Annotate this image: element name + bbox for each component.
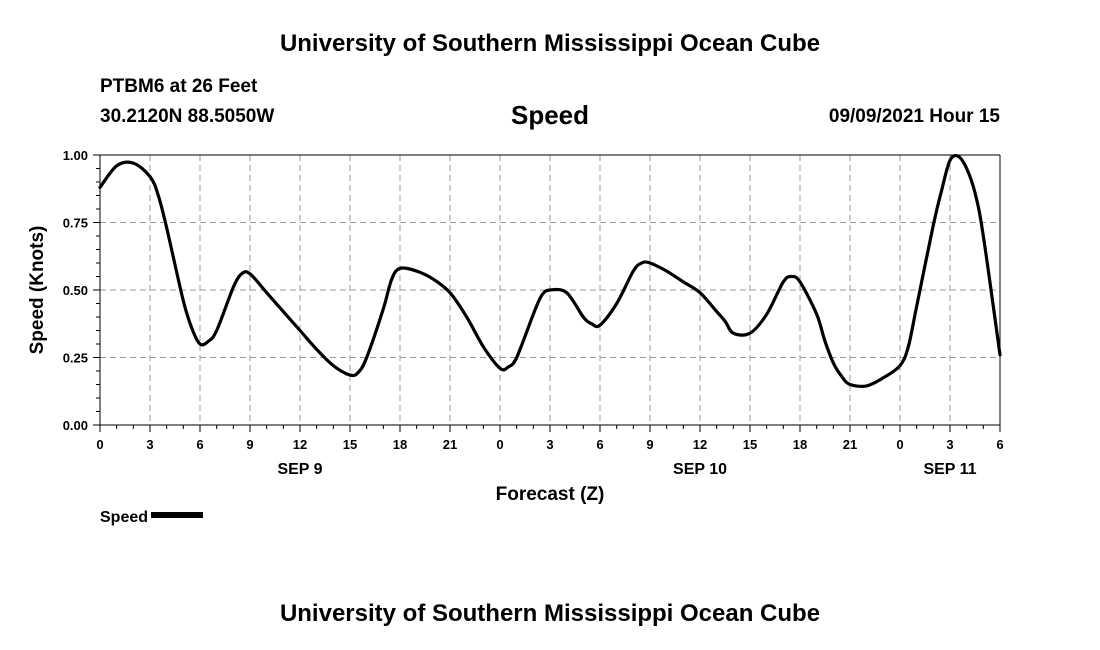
x-tick-label: 6 [596, 437, 603, 452]
plot-title: Speed [510, 100, 590, 130]
coordinates-label: 30.2120N 88.5050W [100, 106, 275, 127]
y-axis-label: Speed (Knots) [27, 226, 48, 355]
date-label: SEP 9 [277, 461, 322, 478]
x-tick-label: 0 [896, 437, 903, 452]
x-tick-label: 0 [496, 437, 503, 452]
chart-org-title-top: University of Southern Mississippi Ocean… [279, 30, 821, 57]
date-label: SEP 10 [673, 461, 727, 478]
x-tick-label: 15 [343, 437, 357, 452]
chart-org-title-bottom: University of Southern Mississippi Ocean… [279, 600, 821, 627]
x-tick-label: 6 [196, 437, 203, 452]
date-label: SEP 11 [923, 461, 976, 478]
y-tick-label: 0.50 [63, 283, 88, 298]
legend-label: Speed [100, 509, 149, 526]
timestamp-label: 09/09/2021 Hour 15 [828, 106, 1000, 127]
x-tick-label: 12 [293, 437, 307, 452]
x-tick-label: 12 [693, 437, 707, 452]
x-tick-label: 9 [246, 437, 253, 452]
legend: Speed [100, 509, 204, 527]
x-tick-label: 9 [646, 437, 653, 452]
x-tick-label: 21 [843, 437, 857, 452]
station-label: PTBM6 at 26 Feet [100, 76, 258, 97]
speed-series-line [98, 153, 1002, 388]
x-tick-label: 15 [743, 437, 757, 452]
x-axis-label: Forecast (Z) [496, 484, 605, 505]
x-tick-label: 18 [793, 437, 807, 452]
x-tick-label: 3 [146, 437, 153, 452]
x-tick-label: 6 [996, 437, 1003, 452]
x-tick-label: 18 [393, 437, 407, 452]
y-tick-label: 0.75 [63, 216, 88, 231]
x-tick-label: 21 [443, 437, 457, 452]
x-tick-label: 3 [546, 437, 553, 452]
x-tick-label: 3 [946, 437, 953, 452]
legend-swatch [151, 511, 204, 518]
y-tick-label: 0.00 [63, 418, 88, 433]
y-tick-label: 0.25 [63, 351, 88, 366]
x-tick-label: 0 [96, 437, 103, 452]
y-tick-label: 1.00 [63, 148, 88, 163]
